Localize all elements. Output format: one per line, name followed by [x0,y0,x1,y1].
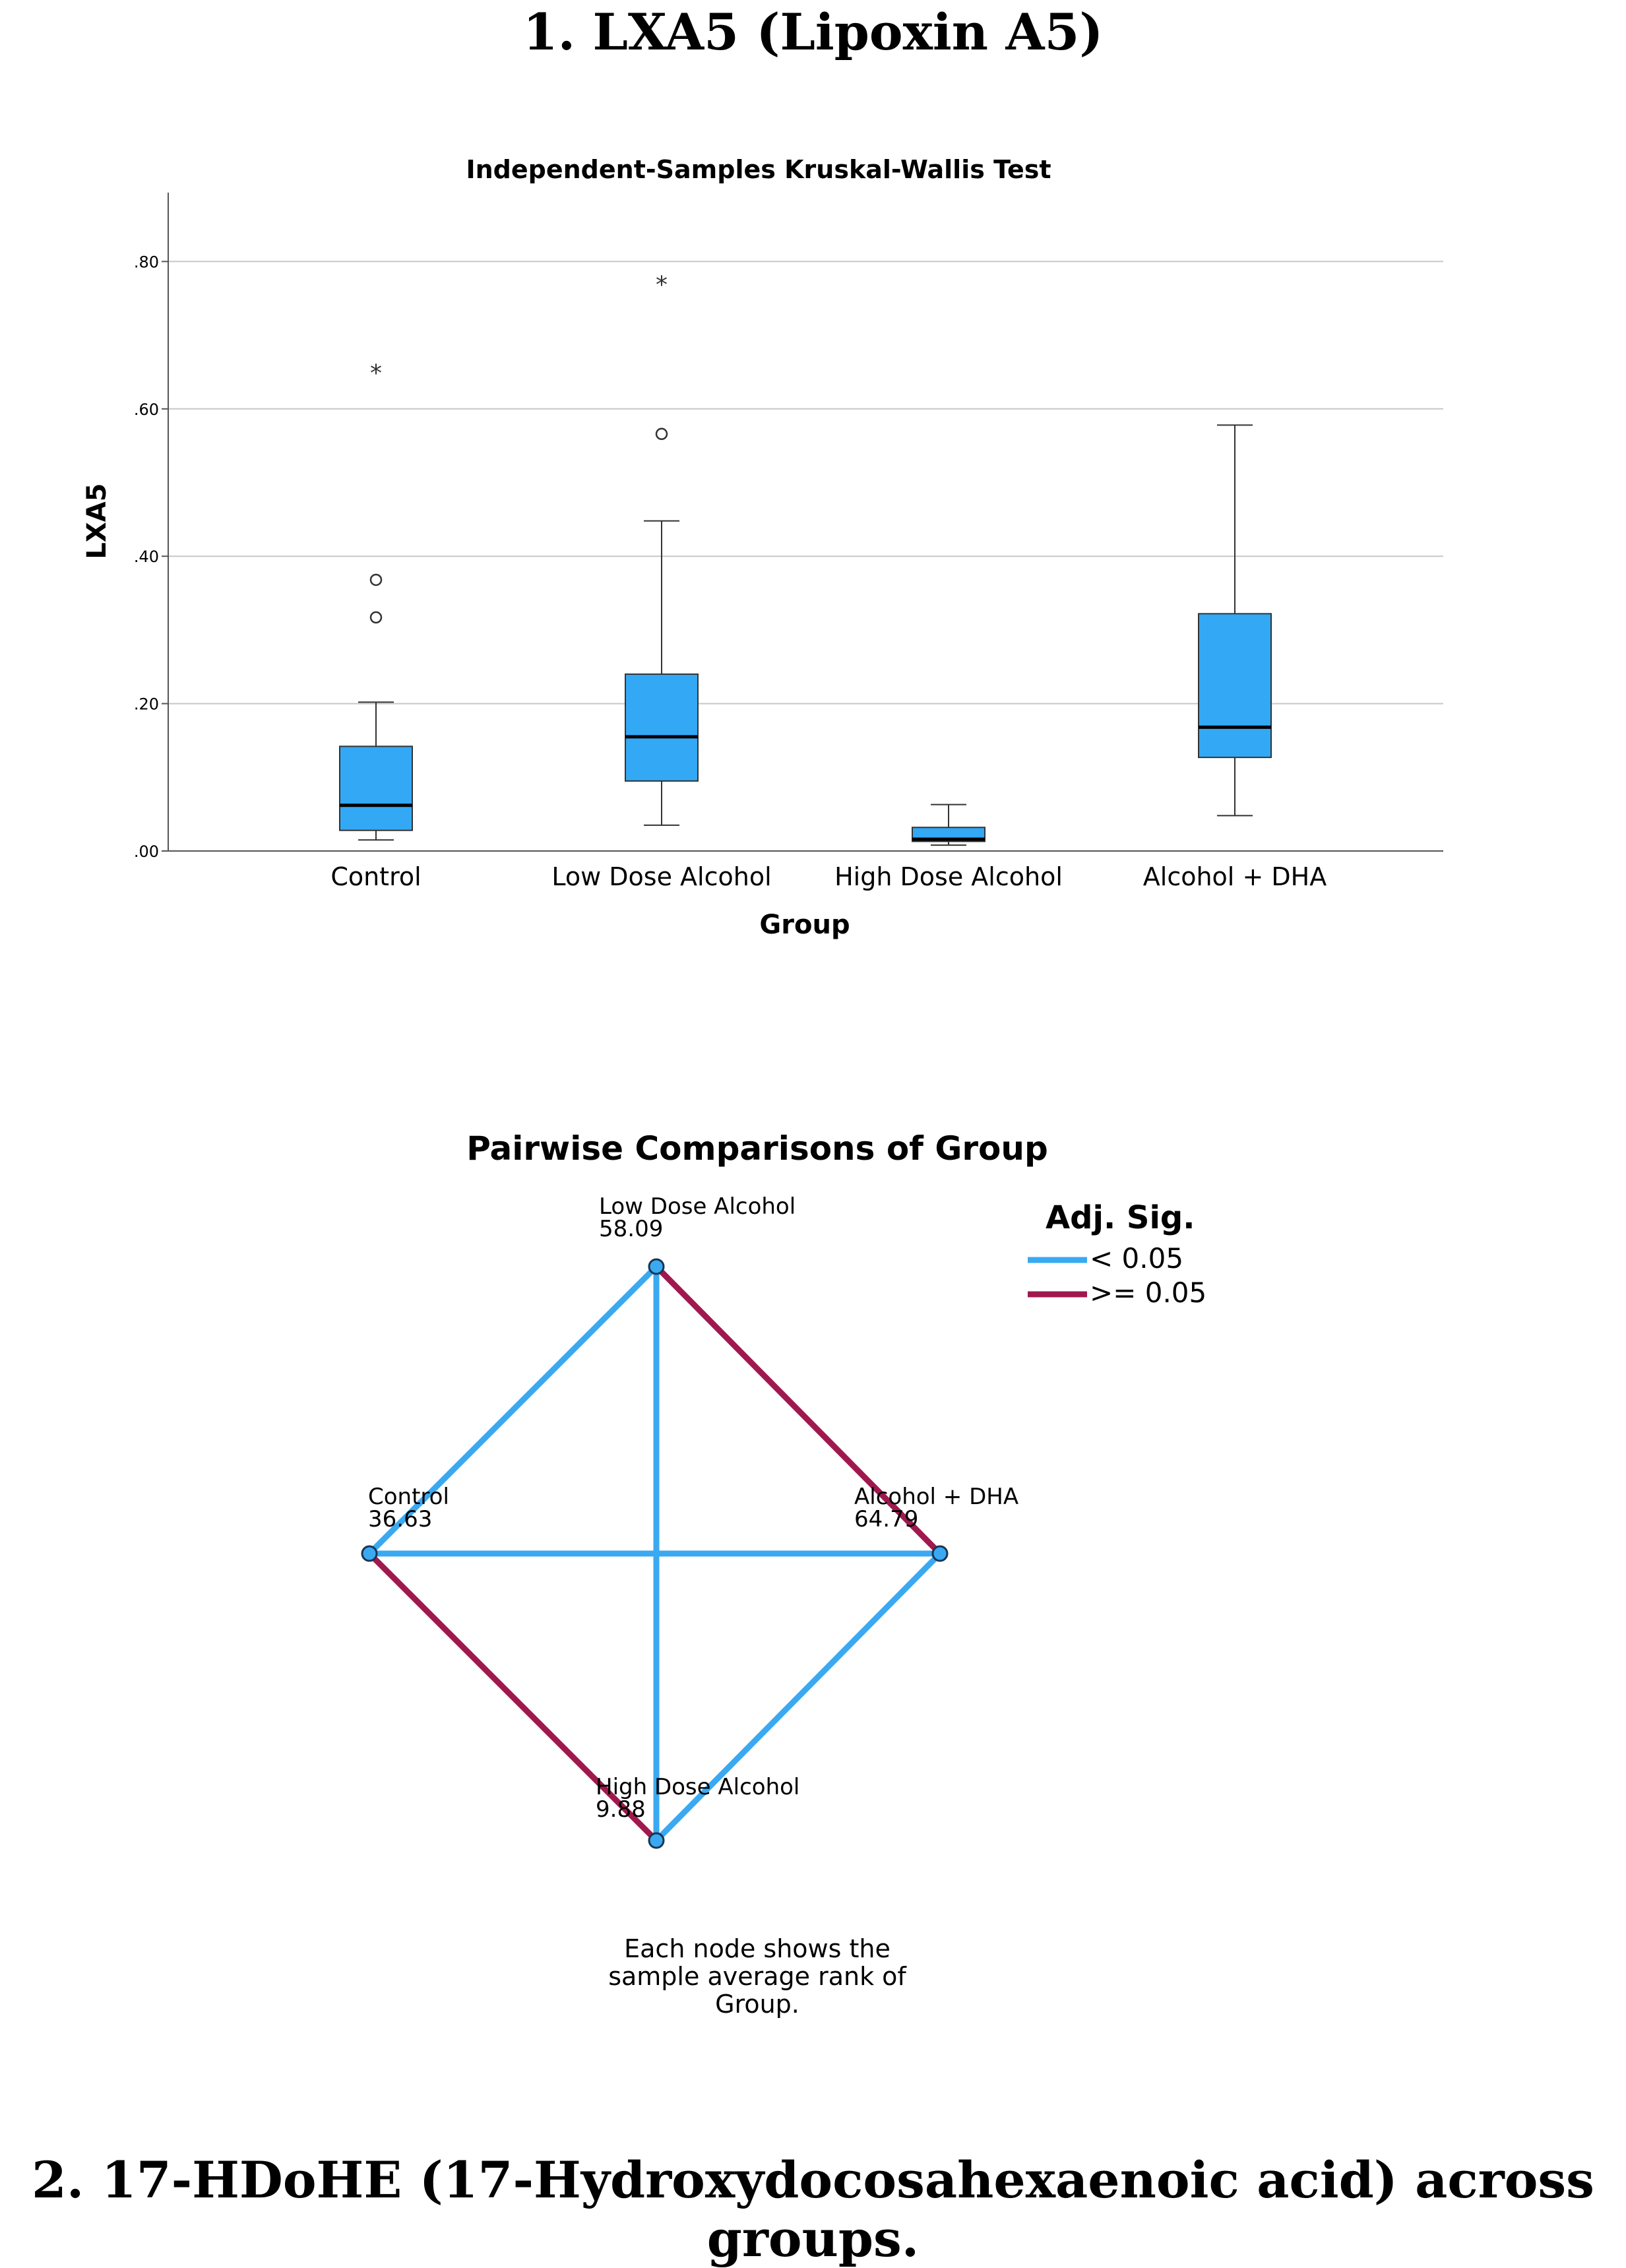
box-4 [1198,424,1272,817]
x-axis-label: Group [759,910,850,940]
x-tick-label: Alcohol + DHA [1143,862,1327,891]
note-line: Group. [715,1990,799,2019]
y-tick-label: .40 [134,548,159,566]
node-rank: 9.88 [596,1796,646,1823]
extreme-outlier-point: * [656,272,668,299]
box-iqr [1198,613,1272,759]
x-tick-label: Control [330,862,421,891]
extreme-outlier-point: * [370,360,382,387]
y-tick-label: .20 [134,695,159,714]
y-tick-label: .60 [134,400,159,419]
outlier-point [369,611,383,624]
legend-title: Adj. Sig. [1046,1199,1195,1236]
node-marker [931,1545,949,1562]
legend-label: >= 0.05 [1090,1276,1206,1309]
boxes: ** [339,272,1272,846]
node-rank: 64.79 [854,1506,918,1532]
box-1: * [339,360,413,841]
edge-low-control [367,1264,659,1556]
x-tick-label: Low Dose Alcohol [551,862,771,891]
node-rank: 36.63 [368,1506,432,1532]
chart-title: Independent-Samples Kruskal-Wallis Test [466,155,1051,184]
y-tick-label: .00 [134,842,159,861]
box-iqr [339,745,413,831]
edge-dha-high [654,1551,943,1843]
box-2: * [625,272,699,826]
pairwise-network-chart: Pairwise Comparisons of Group Low Dose A… [361,1129,1206,2019]
boxplot-chart: Independent-Samples Kruskal-Wallis Test … [82,155,1443,940]
legend: Adj. Sig. < 0.05>= 0.05 [1028,1199,1206,1309]
edge-control-high [367,1551,659,1843]
edge-low-dha [654,1264,943,1556]
node-marker [648,1832,665,1849]
outlier-point [655,427,668,441]
node-rank: 58.09 [599,1216,663,1242]
y-tick-labels: .00 .20 .40 .60 .80 [134,253,168,861]
note-line: sample average rank of [608,1962,907,1991]
edges [367,1264,943,1843]
note-line: Each node shows the [624,1934,891,1963]
node-name: Control [368,1484,449,1510]
box-iqr [625,673,699,782]
outlier-point [369,573,383,586]
network-title: Pairwise Comparisons of Group [466,1129,1048,1168]
node-name: High Dose Alcohol [596,1774,799,1800]
node-name: Low Dose Alcohol [599,1193,796,1220]
y-axis-label: LXA5 [82,483,112,559]
x-tick-labels: Control Low Dose Alcohol High Dose Alcohol… [330,862,1327,891]
legend-label: < 0.05 [1090,1242,1183,1275]
box-3 [912,803,985,846]
section-heading-1: 1. LXA5 (Lipoxin A5) [522,3,1104,61]
node-marker [361,1545,378,1562]
node-marker [648,1258,665,1275]
x-tick-label: High Dose Alcohol [834,862,1063,891]
y-tick-label: .80 [134,253,159,271]
section-heading-2: 2. 17-HDoHE (17-Hydroxydocosahexaenoic a… [32,2151,1594,2268]
node-name: Alcohol + DHA [854,1484,1018,1510]
